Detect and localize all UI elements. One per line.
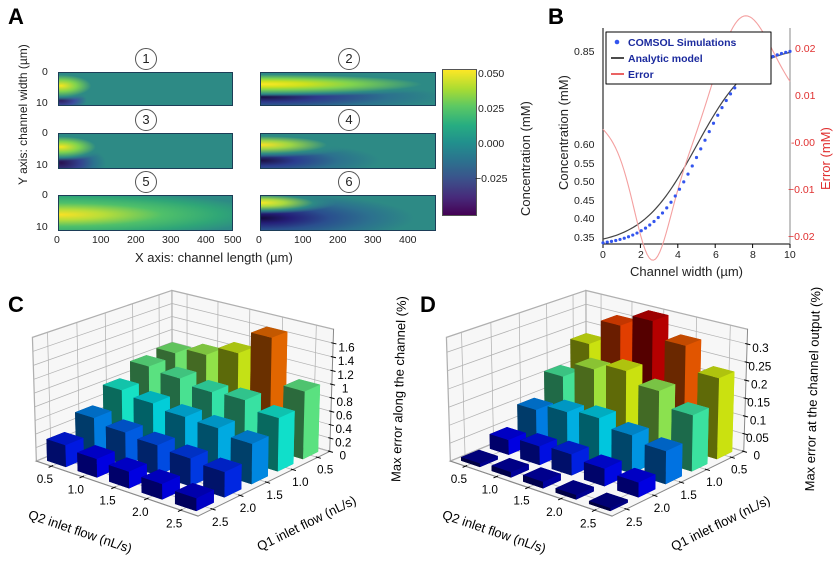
- svg-text:1.6: 1.6: [338, 341, 355, 354]
- svg-text:2.5: 2.5: [212, 516, 229, 529]
- svg-text:2.0: 2.0: [546, 506, 563, 519]
- svg-text:Analytic model: Analytic model: [628, 53, 703, 65]
- svg-text:2.0: 2.0: [654, 502, 671, 515]
- svg-text:0.5: 0.5: [37, 473, 54, 486]
- svg-text:0.3: 0.3: [752, 342, 769, 355]
- svg-text:2.0: 2.0: [240, 502, 257, 515]
- svg-text:Max error along the channel (%: Max error along the channel (%): [388, 296, 409, 482]
- svg-text:Q2 inlet flow (nL/s): Q2 inlet flow (nL/s): [440, 507, 548, 556]
- svg-text:1: 1: [342, 382, 349, 395]
- svg-text:0.2: 0.2: [751, 378, 767, 391]
- svg-text:2.5: 2.5: [626, 516, 643, 529]
- svg-text:1.0: 1.0: [68, 484, 85, 497]
- svg-text:0.5: 0.5: [317, 464, 334, 477]
- svg-text:1.5: 1.5: [99, 495, 116, 508]
- svg-text:Error: Error: [628, 69, 654, 81]
- svg-text:Max error at the channel outpu: Max error at the channel output (%): [802, 286, 823, 491]
- svg-text:1.2: 1.2: [337, 369, 353, 382]
- svg-text:0.1: 0.1: [750, 414, 766, 427]
- svg-text:1.0: 1.0: [292, 476, 309, 489]
- svg-text:1.0: 1.0: [706, 476, 723, 489]
- svg-text:0.25: 0.25: [748, 360, 771, 373]
- svg-text:0.5: 0.5: [451, 473, 468, 486]
- svg-text:0.05: 0.05: [746, 432, 769, 445]
- svg-text:1.5: 1.5: [513, 495, 530, 508]
- svg-text:0.6: 0.6: [336, 410, 353, 423]
- svg-text:0: 0: [340, 450, 347, 463]
- svg-text:Q2 inlet flow (nL/s): Q2 inlet flow (nL/s): [26, 507, 134, 556]
- svg-text:2.5: 2.5: [580, 518, 597, 531]
- svg-text:0.8: 0.8: [336, 396, 353, 409]
- svg-text:0.5: 0.5: [731, 464, 748, 477]
- svg-text:0: 0: [754, 450, 761, 463]
- svg-text:COMSOL Simulations: COMSOL Simulations: [628, 37, 736, 49]
- svg-text:2.0: 2.0: [132, 506, 149, 519]
- svg-text:1.5: 1.5: [266, 489, 283, 502]
- svg-text:1.0: 1.0: [482, 484, 499, 497]
- svg-text:0.4: 0.4: [336, 423, 353, 436]
- svg-text:1.5: 1.5: [680, 489, 697, 502]
- svg-text:0.2: 0.2: [335, 436, 351, 449]
- svg-text:2.5: 2.5: [166, 518, 183, 531]
- svg-text:1.4: 1.4: [338, 355, 355, 368]
- svg-text:0.15: 0.15: [747, 396, 770, 409]
